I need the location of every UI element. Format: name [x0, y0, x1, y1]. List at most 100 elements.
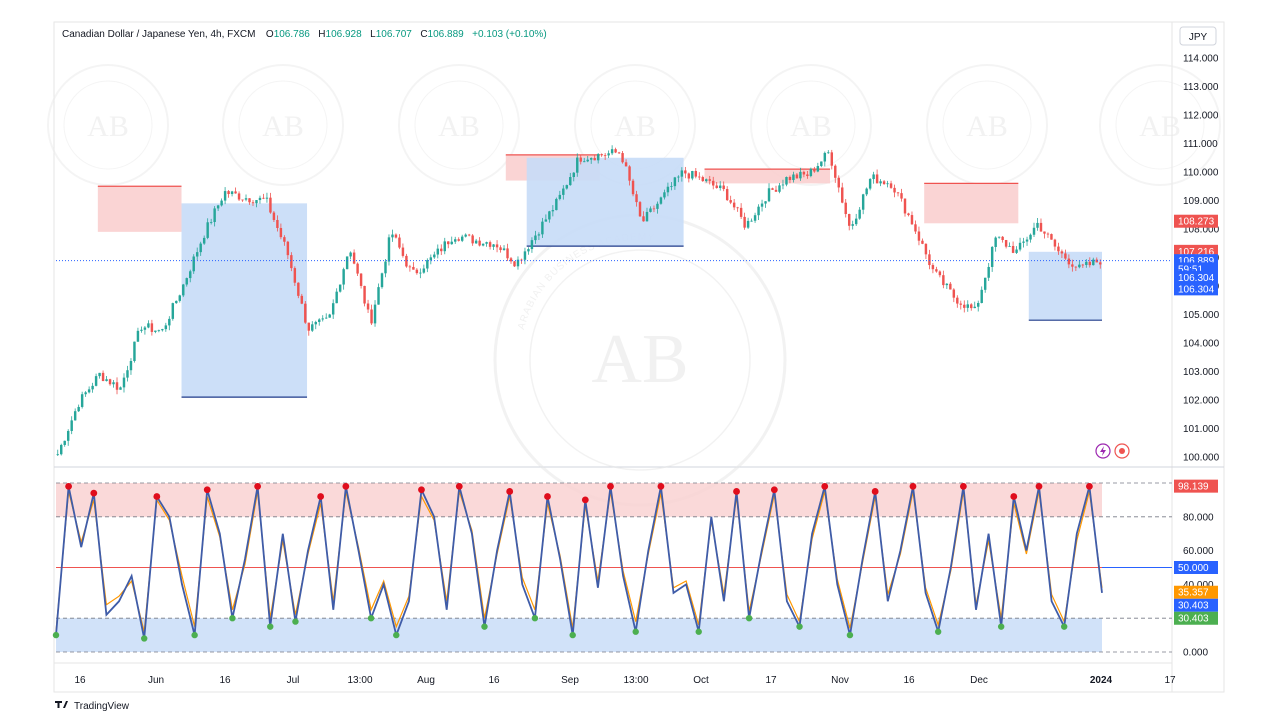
- candle-body: [1011, 245, 1015, 253]
- candle-body: [980, 289, 983, 303]
- candle-body: [607, 153, 610, 156]
- candle-body: [596, 154, 600, 161]
- oversold-dot: [191, 631, 198, 639]
- oversold-dot: [796, 623, 803, 630]
- candle-body: [175, 300, 178, 304]
- candle-body: [875, 174, 879, 184]
- candle-body: [729, 200, 732, 203]
- price-tick-label: 111.000: [1183, 139, 1218, 150]
- candle-body: [1043, 231, 1046, 234]
- candle-body: [718, 185, 722, 189]
- tradingview-logo[interactable]: TradingView: [55, 701, 130, 712]
- candle-body: [802, 171, 806, 175]
- candle-body: [457, 239, 460, 241]
- price-tick-label: 108.000: [1183, 225, 1220, 236]
- candle-body: [164, 325, 168, 330]
- candle-body: [712, 180, 715, 186]
- candle-body: [551, 210, 555, 212]
- osc-tag-label: 30.403: [1178, 601, 1209, 612]
- candle-body: [788, 176, 792, 181]
- oversold-dot: [1060, 623, 1068, 630]
- overbought-dot: [455, 482, 463, 490]
- osc-tick-label: 60.000: [1183, 546, 1214, 557]
- candle-body: [178, 295, 181, 301]
- candle-body: [994, 237, 997, 247]
- candle-body: [394, 234, 398, 238]
- candle-body: [1053, 239, 1057, 247]
- candle-body: [359, 273, 363, 286]
- candle-body: [436, 248, 440, 255]
- record-icon[interactable]: [1114, 443, 1130, 459]
- candle-body: [659, 197, 663, 204]
- candle-body: [73, 411, 77, 421]
- candle-body: [60, 444, 63, 455]
- candle-body: [910, 215, 914, 225]
- candle-body: [373, 304, 377, 324]
- candle-body: [565, 185, 569, 189]
- candle-body: [318, 319, 321, 322]
- price-tag: [1174, 214, 1218, 228]
- watermark-badge: AB: [398, 64, 520, 186]
- candle-body: [324, 317, 328, 319]
- candle-body: [537, 234, 541, 236]
- candle-body: [1018, 242, 1022, 250]
- candle-body: [171, 303, 175, 319]
- candle-body: [63, 440, 66, 445]
- candle-body: [185, 278, 188, 285]
- candle-body: [182, 284, 185, 296]
- candle-body: [488, 242, 492, 247]
- candle-body: [837, 177, 840, 188]
- candle-body: [464, 234, 467, 237]
- candle-body: [481, 243, 485, 246]
- candle-body: [408, 266, 412, 268]
- time-tick-label: 16: [74, 675, 86, 686]
- candle-body: [1008, 245, 1011, 247]
- candle-body: [854, 218, 858, 225]
- candle-body: [896, 192, 900, 194]
- candle-body: [398, 237, 401, 248]
- candle-body: [694, 171, 698, 177]
- time-tick-label: 16: [903, 675, 915, 686]
- candle-body: [638, 202, 642, 217]
- candle-body: [635, 194, 638, 203]
- candle-body: [520, 259, 523, 261]
- candle-body: [928, 254, 931, 266]
- candle-body: [115, 382, 119, 390]
- candle-body: [774, 189, 778, 192]
- candle-body: [255, 200, 258, 204]
- currency-button[interactable]: [1179, 26, 1217, 46]
- candle-body: [223, 191, 227, 201]
- candle-body: [1004, 240, 1008, 247]
- candle-body: [1025, 239, 1029, 242]
- candle-body: [834, 165, 837, 178]
- candle-body: [530, 240, 534, 250]
- candle-body: [440, 248, 443, 252]
- time-tick-label: 2024: [1090, 675, 1113, 686]
- overbought-dot: [544, 493, 551, 500]
- candle-body: [806, 174, 809, 177]
- candle-body: [900, 193, 903, 199]
- watermark-badge: AB: [222, 64, 344, 186]
- candle-body: [813, 168, 816, 172]
- candle-body: [202, 237, 206, 244]
- lightning-icon[interactable]: [1095, 443, 1111, 459]
- overbought-dot: [821, 482, 829, 490]
- candle-body: [624, 162, 628, 167]
- candle-body: [454, 239, 457, 242]
- candle-body: [119, 387, 122, 390]
- candle-body: [680, 170, 684, 177]
- candle-body: [509, 258, 513, 262]
- candle-body: [670, 186, 673, 187]
- overbought-dot: [418, 486, 425, 494]
- candle-body: [736, 207, 739, 209]
- candle-body: [555, 198, 558, 211]
- candle-body: [133, 341, 136, 362]
- price-tick-label: 114.000: [1183, 54, 1219, 65]
- candle-body: [433, 254, 436, 258]
- time-tick-label: Jun: [148, 675, 164, 686]
- candle-body: [1046, 233, 1050, 235]
- overbought-dot: [65, 482, 73, 490]
- candle-body: [506, 248, 509, 259]
